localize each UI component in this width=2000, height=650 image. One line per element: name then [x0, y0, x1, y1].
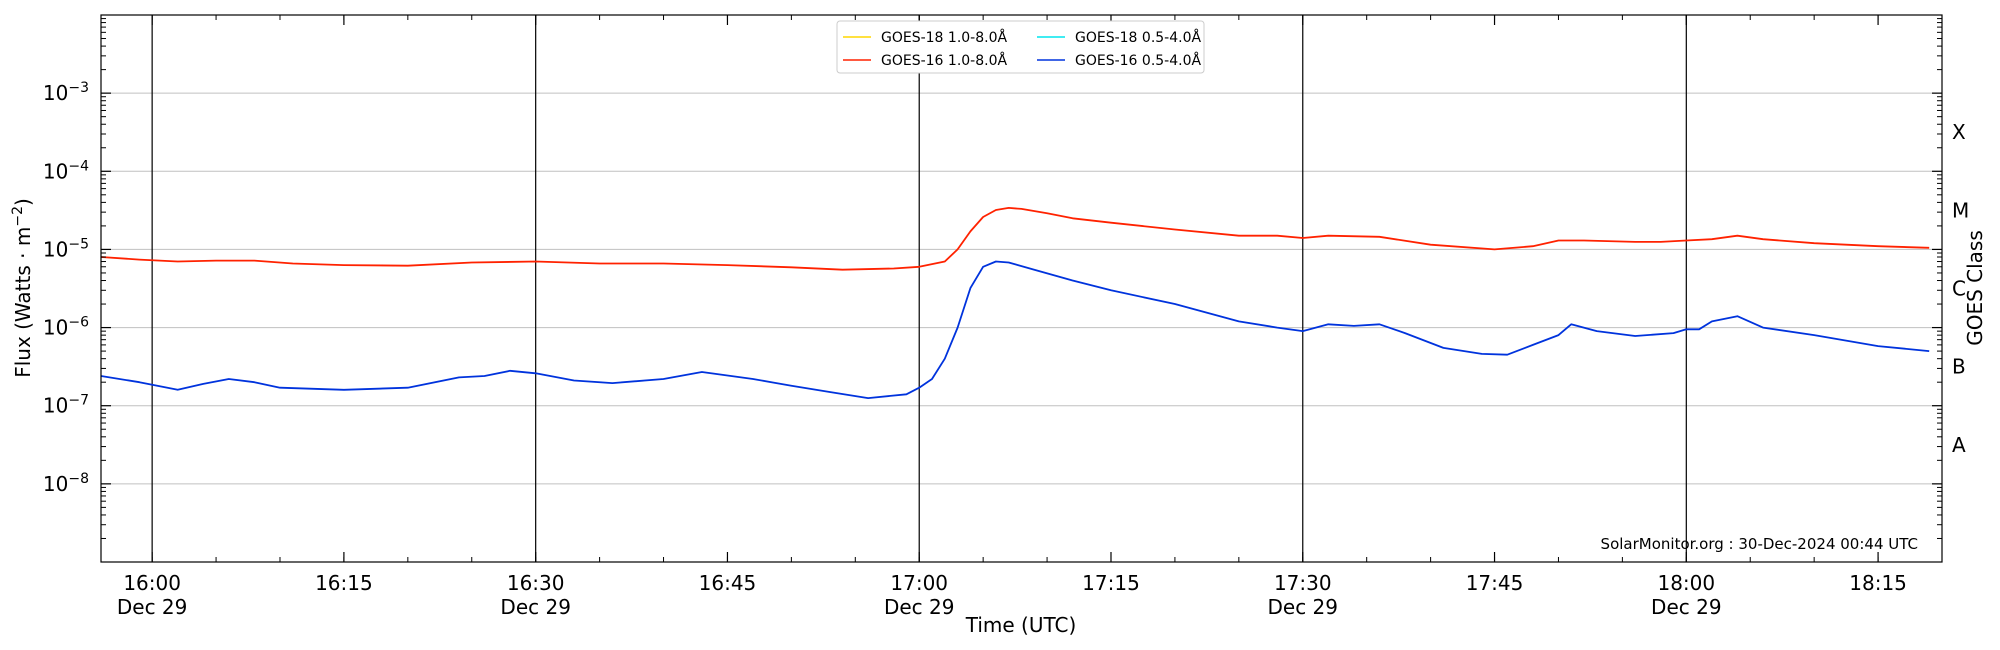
goes-class-label-a: A — [1952, 433, 1966, 457]
y-tick-label-1: 10−7 — [43, 393, 89, 418]
legend: GOES-18 1.0-8.0Å GOES-16 1.0-8.0Å GOES-1… — [836, 20, 1205, 74]
credit-annotation: SolarMonitor.org : 30-Dec-2024 00:44 UTC — [1601, 535, 1918, 553]
goes-class-label-m: M — [1952, 198, 1969, 222]
x-tick-date-2: Dec 29 — [500, 595, 571, 619]
y2-axis-label: GOES Class — [1963, 230, 1987, 346]
x-tick-date-6: Dec 29 — [1268, 595, 1339, 619]
plot-background — [101, 15, 1942, 562]
x-tick-label-0: 16:00 — [123, 571, 181, 595]
x-tick-date-8: Dec 29 — [1651, 595, 1722, 619]
x-tick-label-9: 18:15 — [1849, 571, 1907, 595]
legend-label-goes18-long: GOES-18 1.0-8.0Å — [881, 29, 1007, 46]
x-tick-label-1: 16:15 — [315, 571, 373, 595]
y-tick-label-3: 10−5 — [43, 236, 89, 261]
x-tick-date-4: Dec 29 — [884, 595, 955, 619]
series-layer — [100, 206, 1930, 400]
y-tick-label-0: 10−8 — [43, 471, 89, 496]
goes-class-label-x: X — [1952, 120, 1966, 144]
x-tick-label-8: 18:00 — [1657, 571, 1715, 595]
x-tick-label-5: 17:15 — [1082, 571, 1140, 595]
goes-class-label-b: B — [1952, 355, 1966, 379]
legend-label-goes18-short: GOES-18 0.5-4.0Å — [1075, 29, 1201, 46]
x-axis-label: Time (UTC) — [965, 613, 1077, 637]
y-tick-label-5: 10−3 — [43, 80, 89, 105]
series-line-3 — [100, 260, 1930, 400]
x-tick-label-3: 16:45 — [699, 571, 757, 595]
legend-label-goes16-long: GOES-16 1.0-8.0Å — [881, 52, 1007, 69]
y-tick-label-4: 10−4 — [43, 158, 89, 183]
x-tick-label-7: 17:45 — [1466, 571, 1524, 595]
goes-class-label-c: C — [1952, 277, 1966, 301]
plot-frame — [100, 14, 1943, 563]
legend-label-goes16-short: GOES-16 0.5-4.0Å — [1075, 52, 1201, 69]
y-axis-ticks: 10−8 10−7 10−6 10−5 10−4 10−3 — [43, 18, 1942, 539]
x-tick-label-4: 17:00 — [890, 571, 948, 595]
grid-layer — [101, 92, 1942, 485]
y-tick-label-2: 10−6 — [43, 315, 89, 340]
x-tick-label-2: 16:30 — [507, 571, 565, 595]
vertical-lines-layer — [151, 15, 1687, 562]
legend-box — [836, 20, 1205, 74]
goes-class-labels: A B C M X — [1952, 120, 1969, 457]
x-tick-label-6: 17:30 — [1274, 571, 1332, 595]
series-line-2 — [100, 206, 1930, 271]
y-axis-label: Flux (Watts · m−2) — [10, 198, 35, 378]
x-tick-date-0: Dec 29 — [117, 595, 188, 619]
